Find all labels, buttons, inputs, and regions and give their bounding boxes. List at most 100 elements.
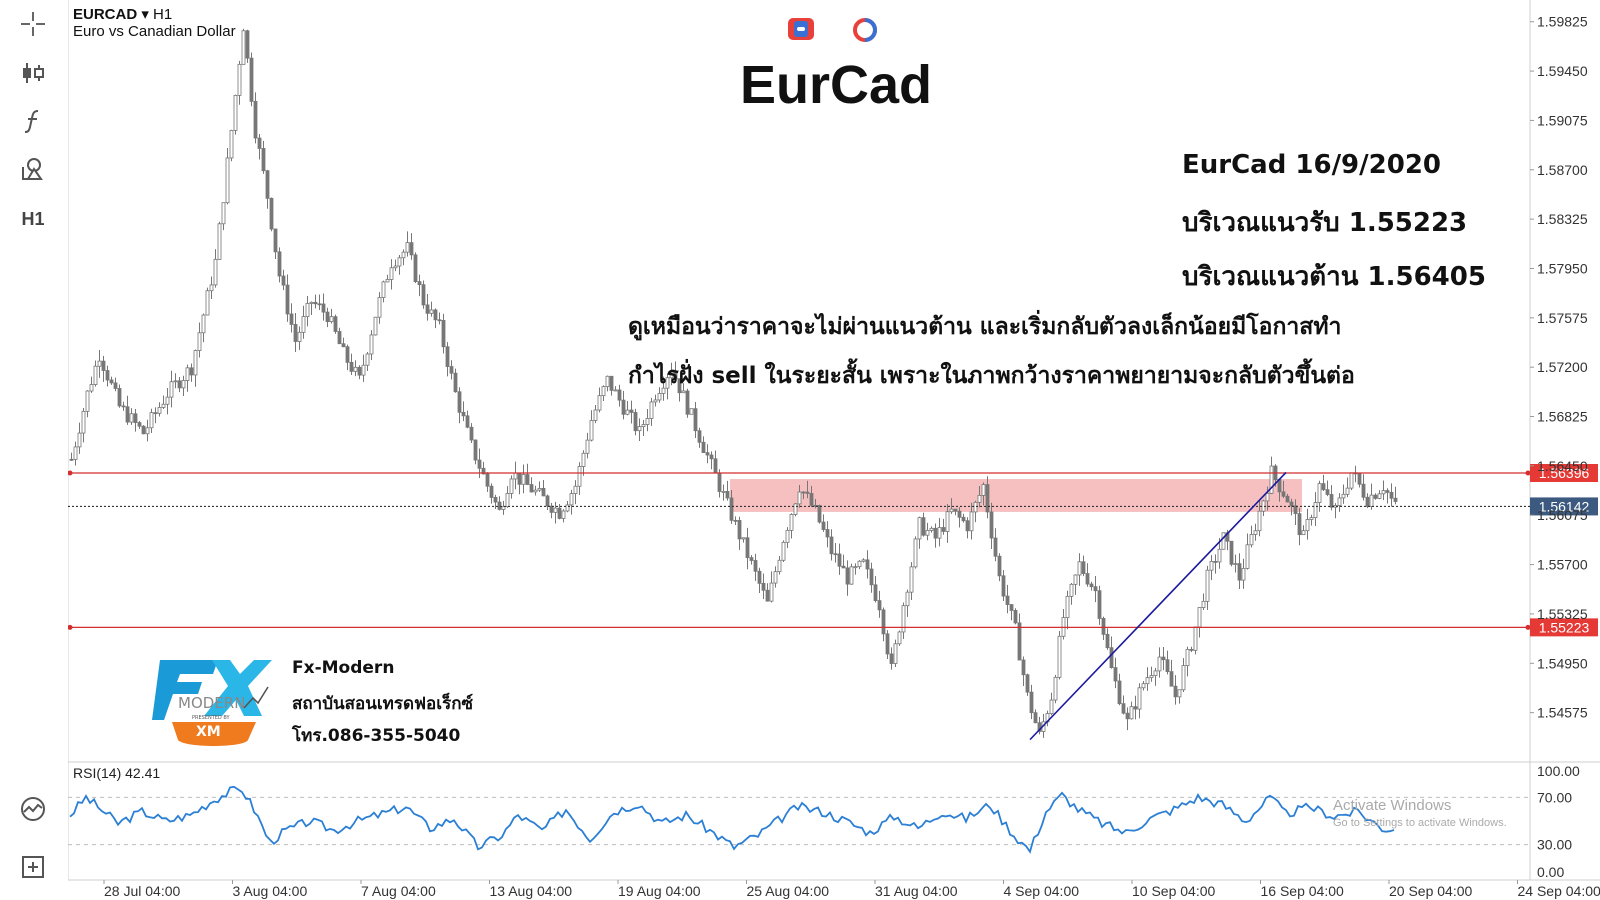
candle-body (169, 381, 174, 398)
candle-body (1361, 483, 1366, 498)
candle-body (637, 426, 642, 432)
candle-body (197, 332, 202, 351)
function-icon[interactable] (14, 102, 52, 140)
sync-icon[interactable] (852, 18, 878, 42)
candle-body (685, 390, 690, 415)
candle-body (717, 472, 722, 492)
candle-body (353, 366, 358, 372)
candle-body (69, 458, 74, 461)
candle-body (189, 367, 194, 376)
candle-body (1373, 494, 1378, 499)
candle-body (633, 412, 638, 432)
candle-body (297, 331, 302, 342)
candle-body (797, 491, 802, 505)
crosshair-icon[interactable] (14, 5, 52, 43)
candle-body (801, 491, 806, 494)
candle-body (1081, 561, 1086, 574)
candle-body (429, 309, 434, 314)
candle-body (721, 491, 726, 493)
candle-body (1341, 493, 1346, 499)
candle-body (765, 589, 770, 602)
candle-body (373, 316, 378, 336)
candle-body (737, 520, 742, 540)
candle-body (897, 631, 902, 645)
candle-body (1093, 586, 1098, 592)
candle-body (933, 527, 938, 539)
candle-body (1173, 685, 1178, 698)
resistance-line-anchor (67, 470, 73, 476)
candle-body (341, 343, 346, 348)
shapes-icon[interactable] (14, 150, 52, 188)
price-tick-label: 1.57950 (1537, 260, 1588, 276)
candle-body (985, 484, 990, 513)
candle-body (937, 527, 942, 539)
candle-body (1033, 712, 1038, 724)
candle-body (1337, 497, 1342, 506)
candle-body (257, 137, 262, 149)
timeframe-button[interactable]: H1 (21, 208, 45, 229)
candle-body (825, 529, 830, 538)
support-price-label: 1.55223 (1539, 619, 1590, 635)
candle-body (609, 375, 614, 391)
candle-body (1381, 490, 1386, 495)
candle-body (645, 418, 650, 425)
candle-body (733, 519, 738, 522)
time-tick-label: 24 Sep 04:00 (1518, 883, 1600, 899)
candle-body (793, 503, 798, 515)
fx-modern-logo: MODERN PRESENTED BY XM (152, 656, 272, 751)
uptrend-line[interactable] (1029, 471, 1287, 741)
time-tick-label: 4 Sep 04:00 (1004, 883, 1080, 899)
symbol-selector[interactable]: EURCAD ▾ H1 (73, 5, 172, 23)
candle-body (549, 505, 554, 513)
candle-body (277, 251, 282, 277)
candle-body (1101, 618, 1106, 635)
candle-body (1065, 595, 1070, 619)
candle-body (853, 566, 858, 569)
candle-body (877, 600, 882, 611)
candle-body (681, 390, 686, 394)
time-tick-label: 19 Aug 04:00 (618, 883, 701, 899)
price-tick-label: 1.55700 (1537, 557, 1588, 573)
candle-body (705, 452, 710, 456)
candle-body (361, 364, 366, 376)
candle-body (713, 458, 718, 474)
chevron-down-icon: ▾ (141, 6, 149, 23)
candle-body (149, 412, 154, 429)
candle-body (669, 370, 674, 379)
candle-body (1121, 703, 1126, 714)
candle-body (1097, 590, 1102, 619)
candle-body (1017, 622, 1022, 661)
trendline-layer[interactable] (1029, 471, 1287, 741)
candle-body (217, 223, 222, 260)
candle-body (157, 407, 162, 414)
candle-body (245, 30, 250, 59)
level-lines[interactable]: 1.56396 1.55223 1.56142 (67, 463, 1599, 637)
candle-body (1153, 670, 1158, 676)
candle-body (321, 303, 326, 313)
candle-body (569, 493, 574, 506)
candle-body (1113, 667, 1118, 682)
link-icon[interactable] (788, 18, 814, 40)
candle-body (1117, 680, 1122, 705)
candle-body (617, 389, 622, 401)
candle-body (1029, 691, 1034, 714)
candle-body (1389, 492, 1394, 499)
candle-body (929, 527, 934, 531)
candle-body (273, 228, 278, 253)
candle-body (965, 520, 970, 532)
candle-body (1001, 575, 1006, 597)
candle-body (605, 375, 610, 388)
add-window-icon[interactable] (14, 848, 52, 886)
candle-body (1049, 699, 1054, 714)
resistance-price-label: 1.56396 (1539, 465, 1590, 481)
oscillator-icon[interactable] (14, 790, 52, 828)
candle-body (177, 380, 182, 389)
candlestick-icon[interactable] (14, 54, 52, 92)
candle-body (1105, 633, 1110, 649)
candle-body (301, 316, 306, 333)
candle-body (249, 57, 254, 102)
candle-body (1385, 490, 1390, 493)
price-tick-label: 1.56825 (1537, 409, 1588, 425)
candle-body (845, 567, 850, 585)
